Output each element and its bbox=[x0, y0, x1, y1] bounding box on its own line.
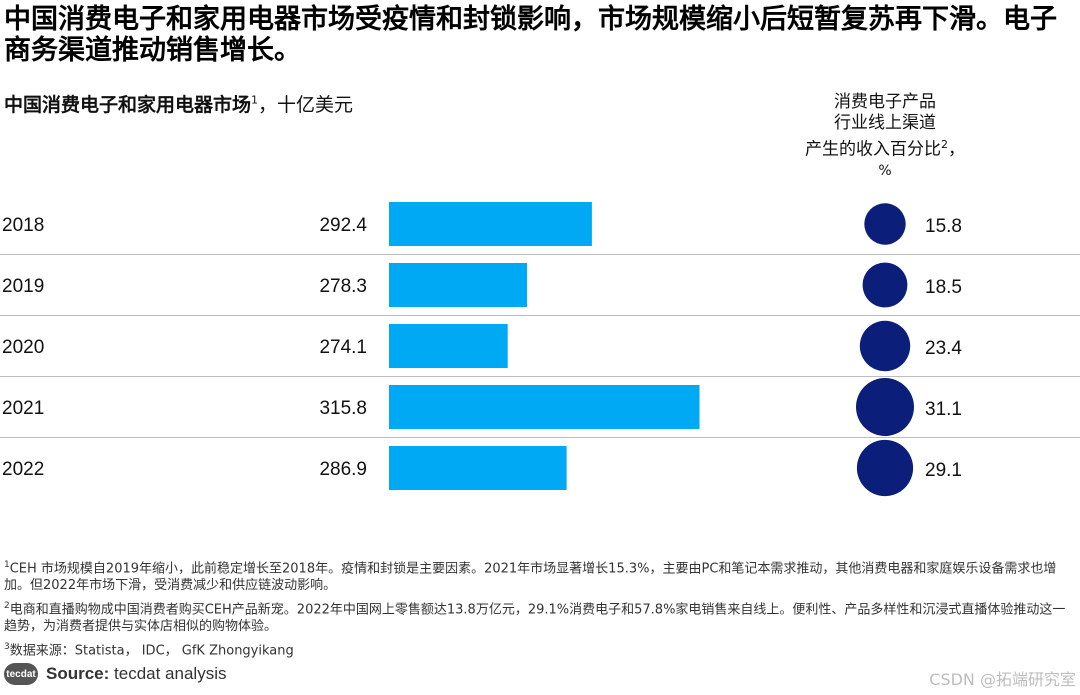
market-size-bar bbox=[389, 324, 508, 368]
bar-value-label: 315.8 bbox=[319, 398, 367, 419]
online-share-bubble bbox=[856, 378, 914, 436]
category-label: 2019 bbox=[2, 276, 44, 297]
tecdat-logo-icon: tecdat bbox=[4, 663, 38, 685]
market-size-bar bbox=[389, 446, 567, 490]
category-label: 2021 bbox=[2, 398, 44, 419]
online-share-bubble bbox=[856, 439, 914, 497]
online-share-bubble bbox=[862, 262, 908, 308]
category-label: 2018 bbox=[2, 215, 44, 236]
online-share-label: 18.5 bbox=[925, 277, 962, 298]
bar-value-label: 286.9 bbox=[319, 459, 367, 480]
source-value: tecdat analysis bbox=[109, 664, 227, 683]
online-title-line3-text: 产生的收入百分比 bbox=[805, 139, 941, 160]
footnote-2-text: 电商和直播购物成中国消费者购买CEH产品新宠。2022年中国网上零售额达13.8… bbox=[4, 602, 1066, 635]
subtitle-footnote-ref: 1 bbox=[251, 93, 259, 107]
category-label: 2020 bbox=[2, 337, 44, 358]
online-share-label: 15.8 bbox=[925, 216, 962, 237]
online-share-label: 31.1 bbox=[925, 399, 962, 420]
footnote-2: 2电商和直播购物成中国消费者购买CEH产品新宠。2022年中国网上零售额达13.… bbox=[4, 598, 1076, 635]
market-size-bar bbox=[389, 385, 700, 429]
subtitle-unit: ，十亿美元 bbox=[258, 94, 354, 116]
online-share-bubble bbox=[864, 203, 906, 245]
footnote-1: 1CEH 市场规模自2019年缩小，此前稳定增长至2018年。疫情和封锁是主要因… bbox=[4, 557, 1076, 594]
footnote-3: 3数据来源：Statista， IDC， GfK Zhongyikang bbox=[4, 639, 1076, 659]
bar-value-label: 274.1 bbox=[319, 337, 367, 358]
source-label: Source: bbox=[46, 664, 110, 683]
chart-subtitle: 中国消费电子和家用电器市场1，十亿美元 bbox=[4, 90, 353, 117]
footnote-1-mark: 1 bbox=[4, 560, 10, 570]
headline: 中国消费电子和家用电器市场受疫情和封锁影响，市场规模缩小后短暂复苏再下滑。电子商… bbox=[4, 4, 1057, 66]
online-share-bubble bbox=[859, 320, 911, 372]
market-size-bar bbox=[389, 263, 527, 307]
market-size-bar bbox=[389, 202, 592, 246]
online-share-title: 消费电子产品 行业线上渠道 产生的收入百分比2， % bbox=[780, 92, 990, 182]
online-share-label: 23.4 bbox=[925, 338, 962, 359]
online-share-label: 29.1 bbox=[925, 460, 962, 481]
online-title-unit: % bbox=[878, 162, 892, 179]
footnote-1-text: CEH 市场规模自2019年缩小，此前稳定增长至2018年。疫情和封锁是主要因素… bbox=[4, 561, 1057, 594]
source-text: Source: tecdat analysis bbox=[46, 664, 226, 684]
online-title-comma: ， bbox=[948, 139, 965, 160]
footnote-3-mark: 3 bbox=[4, 642, 10, 652]
bar-value-label: 278.3 bbox=[319, 276, 367, 297]
footnote-3-text: 数据来源：Statista， IDC， GfK Zhongyikang bbox=[9, 643, 294, 659]
bar-bubble-chart: 2018 292.4 15.8 2019 278.3 18.5 2020 274.1 23.4 2… bbox=[0, 202, 1080, 497]
online-title-footnote-ref: 2 bbox=[941, 138, 948, 151]
online-title-line3: 产生的收入百分比2， bbox=[780, 134, 990, 161]
online-title-line1: 消费电子产品 bbox=[834, 92, 936, 112]
online-title-line2: 行业线上渠道 bbox=[834, 113, 936, 133]
source-line: tecdat Source: tecdat analysis bbox=[4, 663, 226, 685]
footnote-2-mark: 2 bbox=[4, 601, 10, 611]
category-label: 2022 bbox=[2, 459, 44, 480]
subtitle-bold: 中国消费电子和家用电器市场 bbox=[4, 94, 252, 116]
bar-value-label: 292.4 bbox=[319, 215, 367, 236]
watermark: CSDN @拓端研究室 bbox=[929, 670, 1076, 689]
